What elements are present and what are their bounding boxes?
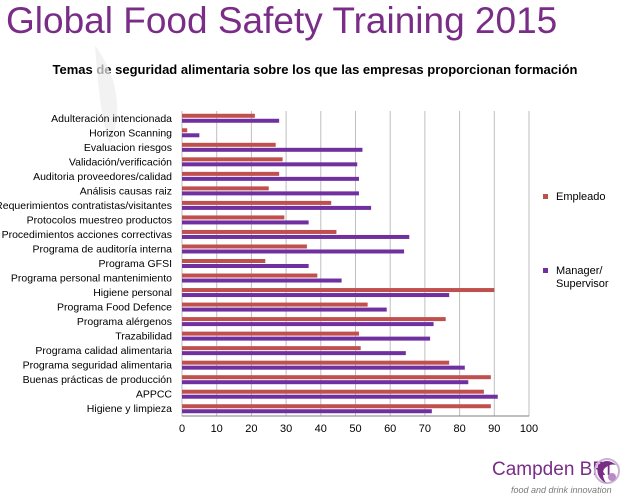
grid — [181, 111, 530, 417]
category-label: Protocolos muestreo productos — [27, 214, 172, 226]
category-label: Programa calidad alimentaria — [35, 345, 172, 357]
bar-empleado-10 — [182, 259, 266, 263]
bar-manager-11 — [182, 278, 342, 283]
bar-empleado-14 — [182, 317, 446, 322]
bar-manager-17 — [182, 365, 465, 370]
legend: Empleado Manager/Supervisor — [543, 191, 609, 290]
bar-empleado-9 — [182, 244, 307, 249]
bar-empleado-13 — [182, 302, 368, 307]
bar-manager-6 — [182, 205, 372, 210]
bar-manager-12 — [182, 293, 450, 298]
category-label: APPCC — [136, 389, 173, 401]
legend-label-manager: Manager/Supervisor — [556, 265, 609, 290]
logo-tagline: food and drink innovation — [511, 485, 612, 495]
bar-manager-1 — [182, 133, 200, 138]
category-label: Programa seguridad alimentaria — [23, 360, 173, 372]
category-label: Trazabilidad — [115, 331, 172, 343]
x-tick-label: 0 — [179, 423, 185, 435]
category-label: Higiene y limpieza — [87, 403, 172, 415]
bar-empleado-1 — [182, 128, 188, 133]
category-labels: Adulteración intencionada Horizon Scannin… — [0, 113, 172, 415]
bar-manager-14 — [182, 322, 434, 327]
bar-empleado-6 — [182, 200, 332, 205]
bar-empleado-8 — [182, 229, 337, 234]
bar-empleado-4 — [182, 171, 280, 176]
legend-label-empleado: Empleado — [556, 191, 606, 203]
bar-manager-16 — [182, 351, 406, 356]
x-tick-label: 20 — [245, 423, 257, 435]
bar-empleado-18 — [182, 375, 491, 380]
bar-empleado-12 — [182, 288, 495, 293]
bar-manager-5 — [182, 191, 359, 196]
bar-empleado-16 — [182, 346, 361, 351]
bar-empleado-0 — [182, 113, 255, 118]
category-label: Validación/verificación — [69, 156, 172, 168]
bar-empleado-20 — [182, 404, 491, 409]
bars — [182, 113, 498, 414]
x-tick-label: 30 — [280, 423, 292, 435]
bar-manager-4 — [182, 176, 359, 181]
category-label: Programa Food Defence — [57, 302, 172, 314]
bar-empleado-5 — [182, 186, 269, 191]
bar-manager-13 — [182, 307, 387, 312]
x-tick-label: 10 — [211, 423, 223, 435]
bar-manager-9 — [182, 249, 405, 254]
x-tick-label: 60 — [384, 423, 396, 435]
page-title: Global Food Safety Training 2015 — [6, 0, 558, 41]
category-label: Programa de auditoría interna — [33, 243, 173, 255]
bar-manager-10 — [182, 264, 309, 268]
bar-manager-15 — [182, 336, 431, 341]
category-label: Análisis causas raiz — [80, 185, 172, 197]
x-tick-label: 40 — [315, 423, 327, 435]
bar-manager-20 — [182, 409, 432, 414]
chart-title: Temas de seguridad alimentaria sobre los… — [52, 62, 578, 77]
x-tick-label: 100 — [520, 423, 538, 435]
bar-empleado-3 — [182, 157, 283, 162]
bar-empleado-19 — [182, 389, 484, 394]
category-label: Buenas prácticas de producción — [23, 374, 173, 386]
bar-empleado-17 — [182, 360, 450, 365]
logo-swirl-icon — [594, 458, 620, 484]
bar-manager-19 — [182, 394, 498, 399]
bar-manager-3 — [182, 162, 358, 167]
bar-manager-2 — [182, 147, 363, 152]
legend-swatch-empleado — [543, 194, 548, 199]
category-label: Evaluacion riesgos — [84, 142, 172, 154]
watermark-swoosh — [95, 45, 118, 145]
x-tick-label: 90 — [488, 423, 500, 435]
x-tick-label: 50 — [349, 423, 361, 435]
category-label: Programa alérgenos — [77, 316, 172, 328]
x-axis-ticks: 0 10 20 30 40 50 60 70 80 90 100 — [179, 423, 538, 435]
category-label: Horizon Scanning — [89, 127, 172, 139]
category-label: Programa GFSI — [98, 258, 172, 270]
bar-empleado-7 — [182, 215, 285, 220]
category-label: Auditoria proveedores/calidad — [33, 171, 172, 183]
legend-swatch-manager — [543, 268, 548, 273]
bar-empleado-15 — [182, 331, 359, 336]
category-label: Requerimientos contratistas/visitantes — [0, 200, 172, 212]
campden-bri-logo: Campden BRI food and drink innovation — [492, 455, 626, 499]
bar-empleado-2 — [182, 142, 276, 147]
category-label: Higiene personal — [93, 287, 172, 299]
bar-manager-0 — [182, 118, 280, 123]
category-label: Programa personal mantenimiento — [11, 273, 172, 285]
logo-name: Campden BRI — [492, 459, 612, 480]
bar-manager-8 — [182, 234, 410, 239]
x-tick-label: 70 — [419, 423, 431, 435]
x-tick-label: 80 — [453, 423, 465, 435]
category-label: Adulteración intencionada — [51, 113, 172, 125]
bar-manager-18 — [182, 380, 469, 385]
category-label: Procedimientos acciones correctivas — [2, 229, 172, 241]
bar-manager-7 — [182, 220, 309, 225]
bar-empleado-11 — [182, 273, 318, 278]
